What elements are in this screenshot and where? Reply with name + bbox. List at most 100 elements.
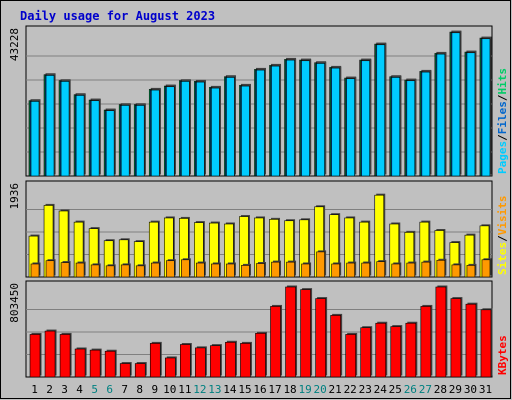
- x-axis-day-labels: 1 2 3 4 5 6 7 8 9 10 11 12 13 14 15 16 17 18 19 20 21 22 23 24 2…: [31, 383, 492, 396]
- chart-title: Daily usage for August 2023: [20, 9, 215, 23]
- pages-bar: [241, 85, 250, 177]
- visits-bar: [466, 265, 476, 278]
- kbytes-bar: [345, 334, 356, 378]
- pages-bar: [376, 44, 386, 177]
- legend: Pages/Files/Hits: [496, 68, 509, 174]
- kbytes-bar: [405, 322, 417, 378]
- visits-bar: [45, 260, 55, 278]
- visits-bar: [226, 263, 235, 278]
- pages-bar: [421, 71, 431, 177]
- kbytes-bar: [164, 357, 176, 378]
- x-tick-label: 7: [121, 383, 128, 396]
- legend-entry: /: [496, 134, 509, 141]
- pages-bar: [331, 67, 340, 177]
- legend-entry: Sites: [496, 242, 509, 275]
- x-tick-label: 9: [151, 383, 158, 396]
- kbytes-bar: [360, 327, 372, 378]
- x-tick-label: 26: [404, 383, 417, 396]
- kbytes-bar: [480, 309, 492, 378]
- pages-bar: [256, 69, 265, 177]
- kbytes-bar: [104, 350, 116, 378]
- kbytes-bar: [390, 326, 402, 378]
- visits-bar: [30, 263, 40, 278]
- visits-bar: [60, 262, 70, 278]
- pages-bar: [451, 32, 461, 177]
- kbytes-bar: [74, 348, 86, 378]
- x-tick-label: 29: [449, 383, 462, 396]
- x-tick-label: 23: [359, 383, 372, 396]
- visits-bar: [421, 261, 431, 278]
- visits-bar: [286, 261, 295, 278]
- visits-bar: [346, 262, 355, 278]
- kbytes-bar: [225, 341, 236, 378]
- pages-bar: [45, 75, 55, 177]
- kbytes-bar: [180, 344, 191, 378]
- y-max-label: 1936: [8, 183, 21, 210]
- legend-entry: KBytes: [496, 335, 509, 375]
- pages-bar: [211, 87, 220, 177]
- kbytes-bar: [195, 347, 206, 378]
- x-tick-label: 27: [419, 383, 432, 396]
- visits-bar: [211, 263, 220, 278]
- kbytes-bar: [285, 286, 296, 378]
- kbytes-bar: [240, 343, 251, 378]
- kbytes-bar: [450, 298, 462, 378]
- x-tick-label: 24: [374, 383, 388, 396]
- kbytes-bar: [210, 345, 221, 378]
- x-tick-label: 2: [46, 383, 53, 396]
- x-tick-label: 6: [106, 383, 113, 396]
- x-tick-label: 10: [163, 383, 176, 396]
- pages-bar: [165, 86, 175, 177]
- visits-bar: [135, 265, 145, 278]
- x-tick-label: 15: [238, 383, 251, 396]
- visits-sites-panel: 1936 Sites/Visits: [8, 180, 509, 278]
- kbytes-panel: 803450 KBytes: [8, 280, 509, 378]
- visits-bar: [105, 265, 115, 278]
- kbytes-bar: [134, 363, 146, 378]
- pages-bar: [30, 101, 40, 177]
- x-tick-label: 22: [344, 383, 357, 396]
- pages-bar: [75, 95, 85, 177]
- visits-bar: [120, 264, 130, 278]
- x-tick-label: 25: [389, 383, 402, 396]
- pages-bar: [316, 63, 325, 177]
- pages-bar: [150, 89, 160, 177]
- pages-bar: [181, 81, 190, 177]
- visits-bar: [241, 265, 250, 278]
- x-tick-label: 21: [329, 383, 342, 396]
- x-tick-label: 11: [178, 383, 191, 396]
- chart-panels: 43228Pages/Files/Hits1936Sites/Visits803…: [8, 25, 509, 378]
- legend-entry: Files: [496, 101, 509, 134]
- visits-bar: [301, 263, 310, 278]
- pages-bar: [346, 78, 355, 177]
- x-tick-label: 17: [268, 383, 281, 396]
- kbytes-bar: [315, 298, 326, 378]
- x-tick-label: 3: [61, 383, 68, 396]
- visits-bar: [481, 259, 491, 278]
- x-tick-label: 12: [193, 383, 206, 396]
- legend: KBytes: [496, 335, 509, 375]
- kbytes-bar: [255, 333, 266, 378]
- pages-bar: [481, 38, 491, 177]
- pages-bar: [286, 59, 295, 177]
- kbytes-bar: [435, 286, 447, 378]
- visits-bar: [75, 262, 85, 278]
- visits-bar: [331, 263, 340, 278]
- pages-bar: [466, 52, 476, 177]
- kbytes-bar: [59, 334, 71, 378]
- kbytes-bar: [44, 330, 56, 378]
- visits-bar: [391, 263, 401, 278]
- legend-entry: /: [496, 235, 509, 242]
- pages-bar: [301, 60, 310, 177]
- x-tick-label: 13: [208, 383, 221, 396]
- pages-bar: [60, 81, 70, 177]
- visits-bar: [90, 264, 100, 278]
- pages-bar: [135, 105, 145, 177]
- x-tick-label: 16: [253, 383, 266, 396]
- x-tick-label: 31: [479, 383, 492, 396]
- legend-entry: Pages: [496, 141, 509, 174]
- visits-bar: [256, 263, 265, 278]
- kbytes-bar: [270, 306, 281, 378]
